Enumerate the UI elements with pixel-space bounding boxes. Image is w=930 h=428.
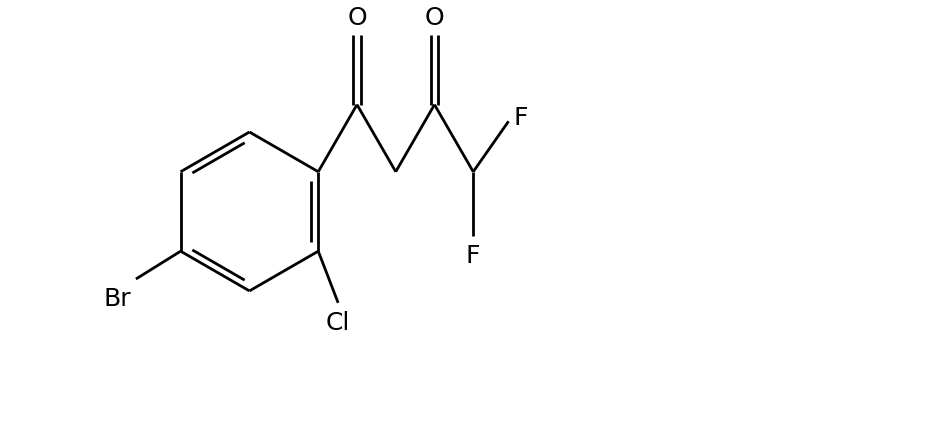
Text: O: O bbox=[347, 6, 366, 30]
Text: Br: Br bbox=[103, 287, 131, 311]
Text: F: F bbox=[513, 106, 528, 130]
Text: Cl: Cl bbox=[326, 311, 351, 335]
Text: O: O bbox=[425, 6, 445, 30]
Text: F: F bbox=[466, 244, 481, 268]
